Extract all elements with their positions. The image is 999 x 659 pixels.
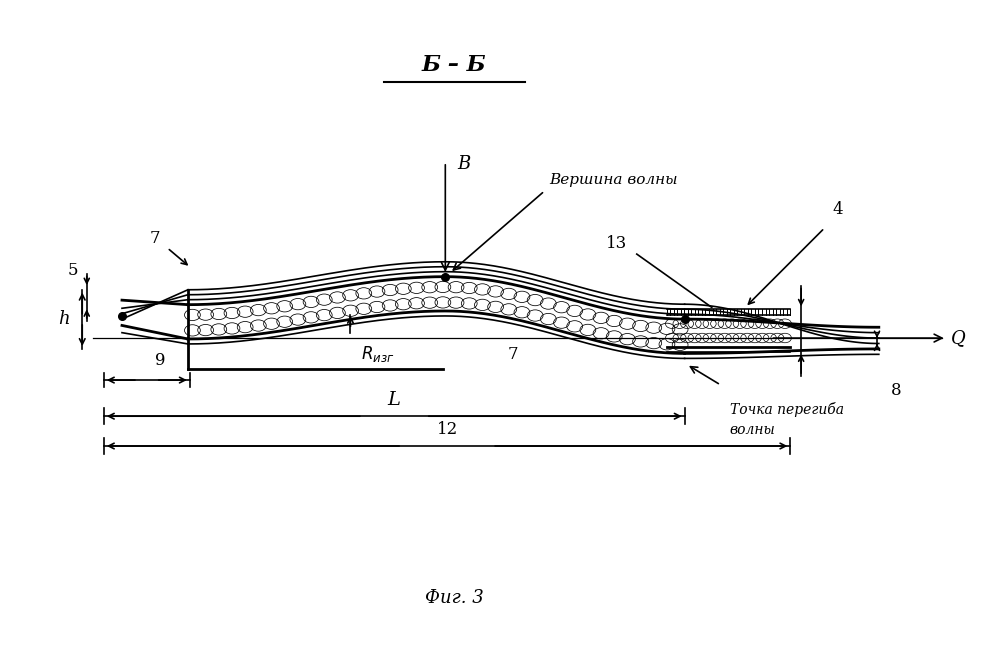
Text: Точка перегиба
волны: Точка перегиба волны <box>730 402 844 437</box>
Text: В: В <box>458 155 471 173</box>
Text: h: h <box>58 310 70 328</box>
Text: 7: 7 <box>507 346 518 363</box>
Text: 12: 12 <box>437 421 458 438</box>
Text: 9: 9 <box>155 352 166 368</box>
Text: Вершина волны: Вершина волны <box>549 173 677 187</box>
Text: L: L <box>388 391 401 409</box>
Text: 7: 7 <box>149 230 160 247</box>
Text: 8: 8 <box>890 382 901 399</box>
Text: 5: 5 <box>68 262 79 279</box>
Text: 4: 4 <box>833 202 843 218</box>
Text: 13: 13 <box>606 235 627 252</box>
Text: $R_{изг}$: $R_{изг}$ <box>362 344 395 364</box>
Text: Q: Q <box>951 329 966 347</box>
Text: Фиг. 3: Фиг. 3 <box>425 589 484 607</box>
Text: Б – Б: Б – Б <box>422 54 487 76</box>
